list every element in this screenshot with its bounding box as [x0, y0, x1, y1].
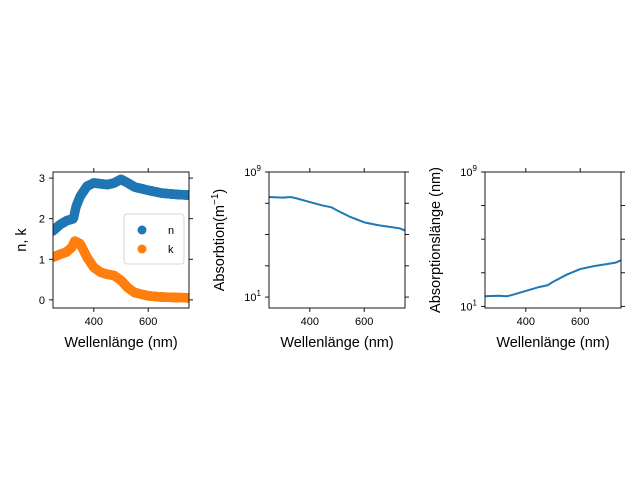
plot-area: [53, 174, 189, 303]
y-axis-label-exponent: −1: [210, 193, 221, 205]
y-tick-label: 1: [39, 254, 45, 266]
y-tick-label-exponent: 9: [257, 164, 262, 173]
plot-frame: [484, 171, 622, 309]
y-tick-label: 109: [460, 164, 477, 179]
x-tick-label: 600: [355, 316, 373, 328]
plot-frame: [52, 171, 190, 309]
y-axis-label-text: n, k: [14, 228, 30, 252]
y-tick-label: 109: [244, 164, 261, 179]
legend-frame: [123, 213, 185, 265]
x-axis-label: Wellenlänge (nm): [496, 335, 609, 351]
y-tick-label: 101: [244, 289, 261, 304]
x-axis-label: Wellenlänge (nm): [64, 335, 177, 351]
x-axis-label: Wellenlänge (nm): [280, 335, 393, 351]
series-k-point: [184, 293, 189, 303]
legend: nk: [123, 213, 185, 265]
legend-label-n: n: [168, 225, 174, 237]
y-tick-label-base: 10: [460, 301, 472, 313]
y-axis-label: n, k: [14, 228, 30, 252]
y-tick-label-exponent: 1: [473, 298, 478, 307]
y-axis-label: Absorbtion(m−1): [210, 189, 228, 291]
series-line: [485, 259, 621, 298]
plot-area: [269, 196, 405, 232]
panel-refractive-index: 400 600 0 1 2 3 Wellenlänge (nm) n, k nk: [14, 168, 193, 351]
y-tick-label: 101: [460, 298, 477, 313]
y-tick-label: 0: [39, 295, 45, 307]
y-axis-label-text: Absorptionslänge (nm): [428, 167, 444, 313]
plot-area: [485, 259, 621, 298]
legend-label-k: k: [168, 244, 174, 256]
y-axis-label: Absorptionslänge (nm): [428, 167, 444, 313]
series-n-point: [184, 190, 189, 200]
legend-marker-n: [137, 225, 147, 235]
x-tick-label: 600: [571, 316, 589, 328]
x-tick-label: 600: [139, 316, 157, 328]
x-tick-label: 400: [517, 316, 535, 328]
y-tick-label-base: 10: [460, 167, 472, 179]
legend-marker-k: [137, 244, 147, 254]
x-tick-label: 400: [85, 316, 103, 328]
series-line: [269, 196, 405, 232]
x-tick-label: 400: [301, 316, 319, 328]
y-tick-label: 2: [39, 214, 45, 226]
y-tick-label-base: 10: [244, 292, 256, 304]
series-n-markers: [53, 174, 189, 236]
series-k-markers: [53, 236, 189, 303]
plot-frame: [268, 171, 406, 309]
y-axis-label-text: Absorbtion(m: [212, 205, 228, 291]
y-tick-label: 3: [39, 173, 45, 185]
y-axis-label-end: ): [212, 189, 228, 194]
y-tick-label-exponent: 9: [473, 164, 478, 173]
y-tick-label-exponent: 1: [257, 289, 262, 298]
y-tick-label-base: 10: [244, 167, 256, 179]
